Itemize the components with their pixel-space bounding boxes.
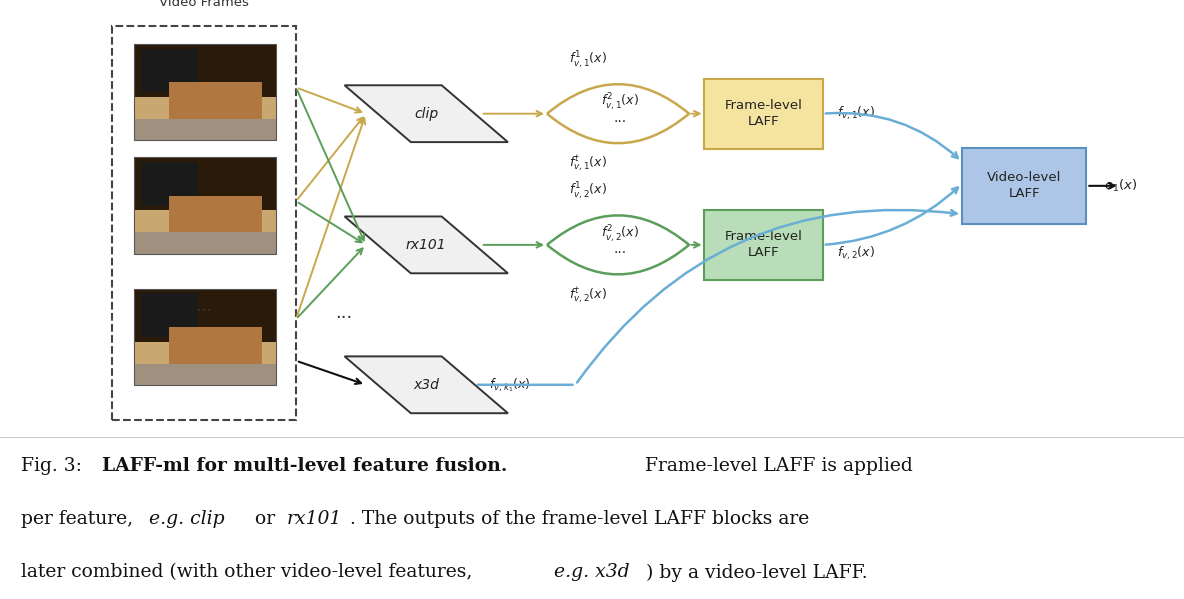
Text: rx101: rx101 [406, 238, 446, 252]
FancyBboxPatch shape [169, 82, 262, 126]
FancyBboxPatch shape [704, 210, 823, 280]
Polygon shape [345, 85, 508, 142]
Text: Frame-level LAFF is applied: Frame-level LAFF is applied [639, 456, 913, 474]
Text: . The outputs of the frame-level LAFF blocks are: . The outputs of the frame-level LAFF bl… [350, 510, 810, 528]
FancyBboxPatch shape [134, 44, 276, 140]
Polygon shape [345, 356, 508, 413]
Text: or: or [249, 510, 281, 528]
Text: $f^2_{v,1}(x)$: $f^2_{v,1}(x)$ [601, 92, 639, 113]
Text: $f^1_{v,1}(x)$: $f^1_{v,1}(x)$ [570, 50, 607, 71]
FancyBboxPatch shape [169, 196, 262, 239]
FancyBboxPatch shape [134, 158, 276, 253]
Text: $f^1_{v,2}(x)$: $f^1_{v,2}(x)$ [570, 181, 607, 202]
Text: Frame-level
LAFF: Frame-level LAFF [725, 231, 803, 259]
FancyBboxPatch shape [141, 162, 198, 205]
FancyBboxPatch shape [961, 147, 1087, 224]
Text: $f^t_{v,1}(x)$: $f^t_{v,1}(x)$ [570, 154, 607, 174]
Text: e.g. clip: e.g. clip [149, 510, 225, 528]
FancyBboxPatch shape [704, 78, 823, 149]
Text: $f_{v,k_1}(x)$: $f_{v,k_1}(x)$ [489, 376, 530, 394]
Text: LAFF-ml for multi-level feature fusion.: LAFF-ml for multi-level feature fusion. [102, 456, 507, 474]
Text: rx101: rx101 [287, 510, 342, 528]
Text: ...: ... [613, 111, 628, 125]
FancyBboxPatch shape [169, 327, 262, 370]
FancyBboxPatch shape [141, 49, 198, 92]
FancyBboxPatch shape [134, 158, 276, 210]
Text: $f^t_{v,2}(x)$: $f^t_{v,2}(x)$ [570, 285, 607, 305]
Text: e.g. x3d: e.g. x3d [554, 564, 630, 582]
Text: ) by a video-level LAFF.: ) by a video-level LAFF. [646, 564, 868, 582]
FancyBboxPatch shape [141, 294, 198, 337]
Text: per feature,: per feature, [21, 510, 140, 528]
Text: ...: ... [613, 242, 628, 256]
Text: $f_{v,2}(x)$: $f_{v,2}(x)$ [837, 245, 875, 262]
Text: ...: ... [195, 297, 213, 315]
Text: clip: clip [414, 107, 438, 120]
Polygon shape [345, 216, 508, 273]
FancyBboxPatch shape [134, 44, 276, 96]
Text: ...: ... [335, 304, 352, 322]
FancyBboxPatch shape [134, 119, 276, 140]
Text: $e_1(x)$: $e_1(x)$ [1103, 178, 1138, 194]
FancyBboxPatch shape [134, 289, 276, 385]
FancyBboxPatch shape [134, 364, 276, 385]
FancyBboxPatch shape [112, 26, 296, 420]
Text: $f^2_{v,2}(x)$: $f^2_{v,2}(x)$ [601, 223, 639, 244]
Text: Frame-level
LAFF: Frame-level LAFF [725, 99, 803, 128]
Text: Video-level
LAFF: Video-level LAFF [987, 171, 1061, 200]
Text: Video Frames: Video Frames [160, 0, 249, 9]
FancyBboxPatch shape [134, 232, 276, 253]
Text: Fig. 3:: Fig. 3: [21, 456, 88, 474]
Text: $f_{v,1}(x)$: $f_{v,1}(x)$ [837, 105, 875, 122]
Text: later combined (with other video-level features,: later combined (with other video-level f… [21, 564, 478, 582]
Text: x3d: x3d [413, 378, 439, 392]
FancyBboxPatch shape [134, 289, 276, 341]
